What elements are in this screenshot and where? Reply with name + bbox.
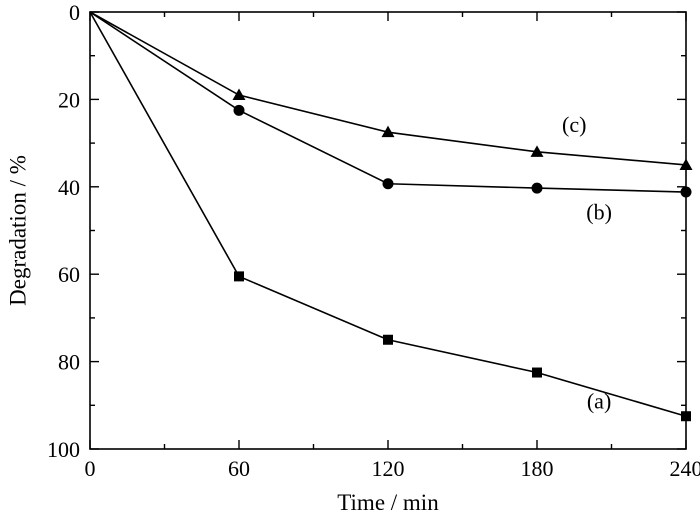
- data-point-c: [679, 158, 693, 170]
- y-tick-label: 100: [47, 437, 80, 462]
- y-axis-label: Degradation / %: [5, 155, 30, 306]
- data-point-c: [530, 145, 544, 157]
- x-axis-label: Time / min: [337, 490, 439, 515]
- series-labels: (a) (b) (c): [562, 112, 612, 414]
- series-label-b: (b): [586, 200, 612, 225]
- x-axis-ticks: 0 60 120 180 240: [85, 12, 700, 481]
- plot-border: [89, 11, 687, 450]
- data-point-b: [382, 178, 394, 190]
- y-tick-label: 40: [58, 175, 80, 200]
- data-point-a: [234, 271, 244, 282]
- data-point-c: [232, 88, 246, 101]
- data-point-a: [383, 334, 393, 345]
- series-label-a: (a): [587, 389, 611, 414]
- series-markers: [232, 88, 693, 422]
- plot-frame: [89, 11, 687, 450]
- x-tick-label: 180: [521, 456, 554, 481]
- data-point-a: [532, 367, 542, 378]
- x-tick-label: 0: [85, 456, 96, 481]
- series-line-b: [89, 11, 687, 193]
- data-point-b: [233, 104, 245, 116]
- data-point-b: [531, 182, 543, 194]
- data-point-a: [681, 411, 691, 422]
- y-tick-label: 60: [58, 262, 80, 287]
- y-tick-label: 0: [69, 0, 80, 25]
- y-tick-label: 80: [58, 350, 80, 375]
- series-line-c: [89, 11, 687, 166]
- x-tick-label: 60: [228, 456, 250, 481]
- data-point-b: [680, 186, 692, 198]
- data-point-c: [381, 125, 395, 138]
- x-tick-label: 240: [670, 456, 700, 481]
- x-tick-label: 120: [372, 456, 405, 481]
- y-axis-ticks: 0 20 40 60 80 100: [47, 0, 686, 462]
- series-label-c: (c): [562, 112, 586, 137]
- y-tick-label: 20: [58, 87, 80, 112]
